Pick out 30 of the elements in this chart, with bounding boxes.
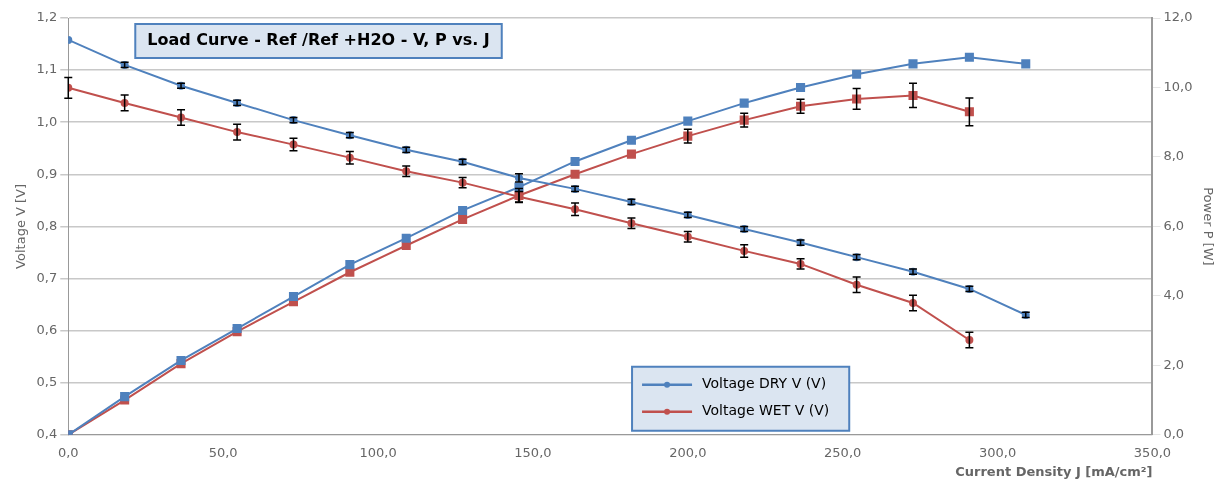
x-tick-label: 50,0 [208, 444, 238, 460]
legend-label: Voltage WET V (V) [702, 402, 830, 419]
y-tick-label: 1,0 [36, 113, 58, 129]
y2-tick-label: 0,0 [1163, 426, 1185, 442]
legend-label: Voltage DRY V (V) [702, 375, 827, 392]
x-tick-label: 250,0 [824, 444, 862, 460]
y2-tick-label: 4,0 [1163, 287, 1185, 303]
y-tick-label: 1,1 [36, 61, 58, 77]
x-tick-label: 100,0 [359, 444, 397, 460]
y-tick-label: 0,7 [36, 269, 58, 285]
y2-axis-title: Power P [W] [1200, 187, 1216, 266]
y2-tick-label: 12,0 [1163, 9, 1193, 25]
y2-tick-label: 6,0 [1163, 217, 1185, 233]
y-tick-label: 0,6 [36, 321, 58, 337]
y-axis-title: Voltage V [V] [13, 183, 29, 269]
x-tick-label: 200,0 [669, 444, 707, 460]
y2-tick-label: 8,0 [1163, 148, 1185, 164]
x-tick-label: 350,0 [1133, 444, 1172, 460]
y2-tick-label: 2,0 [1163, 356, 1185, 372]
y-tick-label: 0,4 [36, 426, 58, 442]
y-tick-label: 0,9 [36, 165, 58, 181]
x-tick-label: 150,0 [514, 444, 552, 460]
y-tick-label: 0,8 [36, 217, 58, 233]
x-tick-label: 300,0 [978, 444, 1017, 460]
y2-tick-label: 10,0 [1163, 78, 1193, 94]
y-tick-label: 0,5 [36, 374, 58, 390]
x-tick-label: 0,0 [57, 444, 79, 460]
y-tick-label: 1,2 [36, 9, 58, 25]
x-axis-title: Current Density J [mA/cm²] [955, 463, 1153, 479]
text: Load Curve - Ref /Ref +H2O - V, P vs. J [147, 30, 490, 50]
